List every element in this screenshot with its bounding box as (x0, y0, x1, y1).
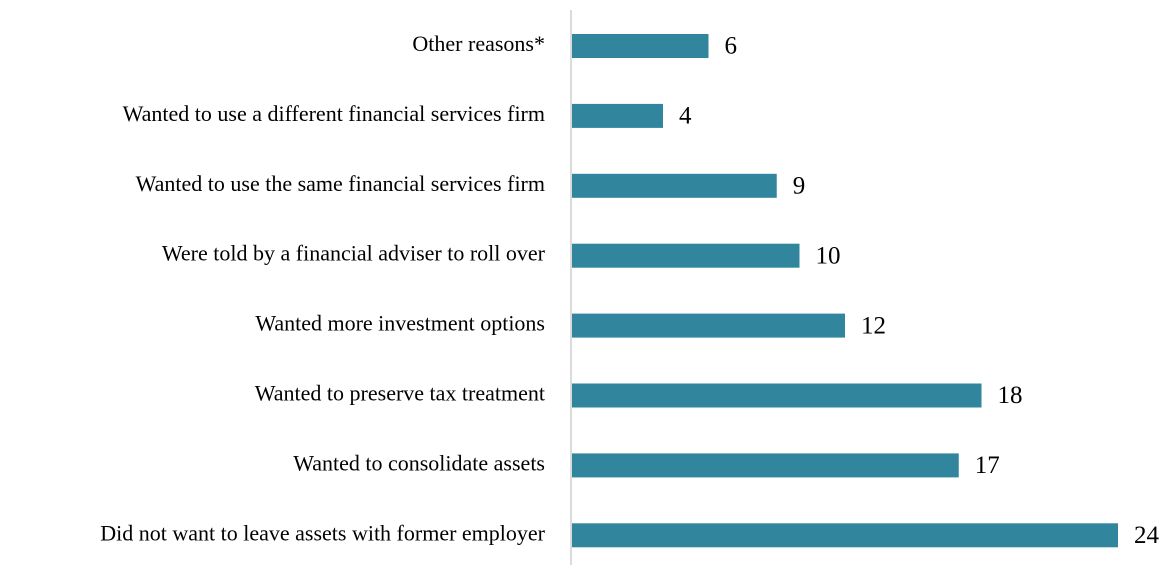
value-label: 4 (679, 103, 692, 130)
category-label: Wanted to preserve tax treatment (255, 381, 545, 406)
bar (572, 383, 982, 408)
value-label: 6 (725, 33, 738, 60)
bar (572, 173, 777, 198)
bar (572, 34, 709, 58)
category-label: Were told by a financial adviser to roll… (162, 241, 546, 266)
category-label: Wanted to use a different financial serv… (123, 101, 545, 126)
bar (572, 243, 800, 268)
bar (572, 523, 1118, 548)
value-label: 12 (861, 312, 886, 339)
bar (572, 103, 663, 128)
value-label: 18 (998, 382, 1023, 409)
value-label: 10 (816, 242, 841, 269)
category-label: Wanted to use the same financial service… (136, 171, 545, 196)
bar (572, 313, 845, 338)
value-label: 9 (793, 173, 806, 200)
category-label: Wanted to consolidate assets (293, 450, 545, 475)
category-label: Other reasons* (412, 31, 545, 56)
bar (572, 453, 959, 478)
value-label: 24 (1134, 522, 1160, 549)
category-label: Wanted more investment options (255, 311, 545, 336)
category-label: Did not want to leave assets with former… (100, 520, 545, 545)
value-label: 17 (975, 452, 1000, 479)
